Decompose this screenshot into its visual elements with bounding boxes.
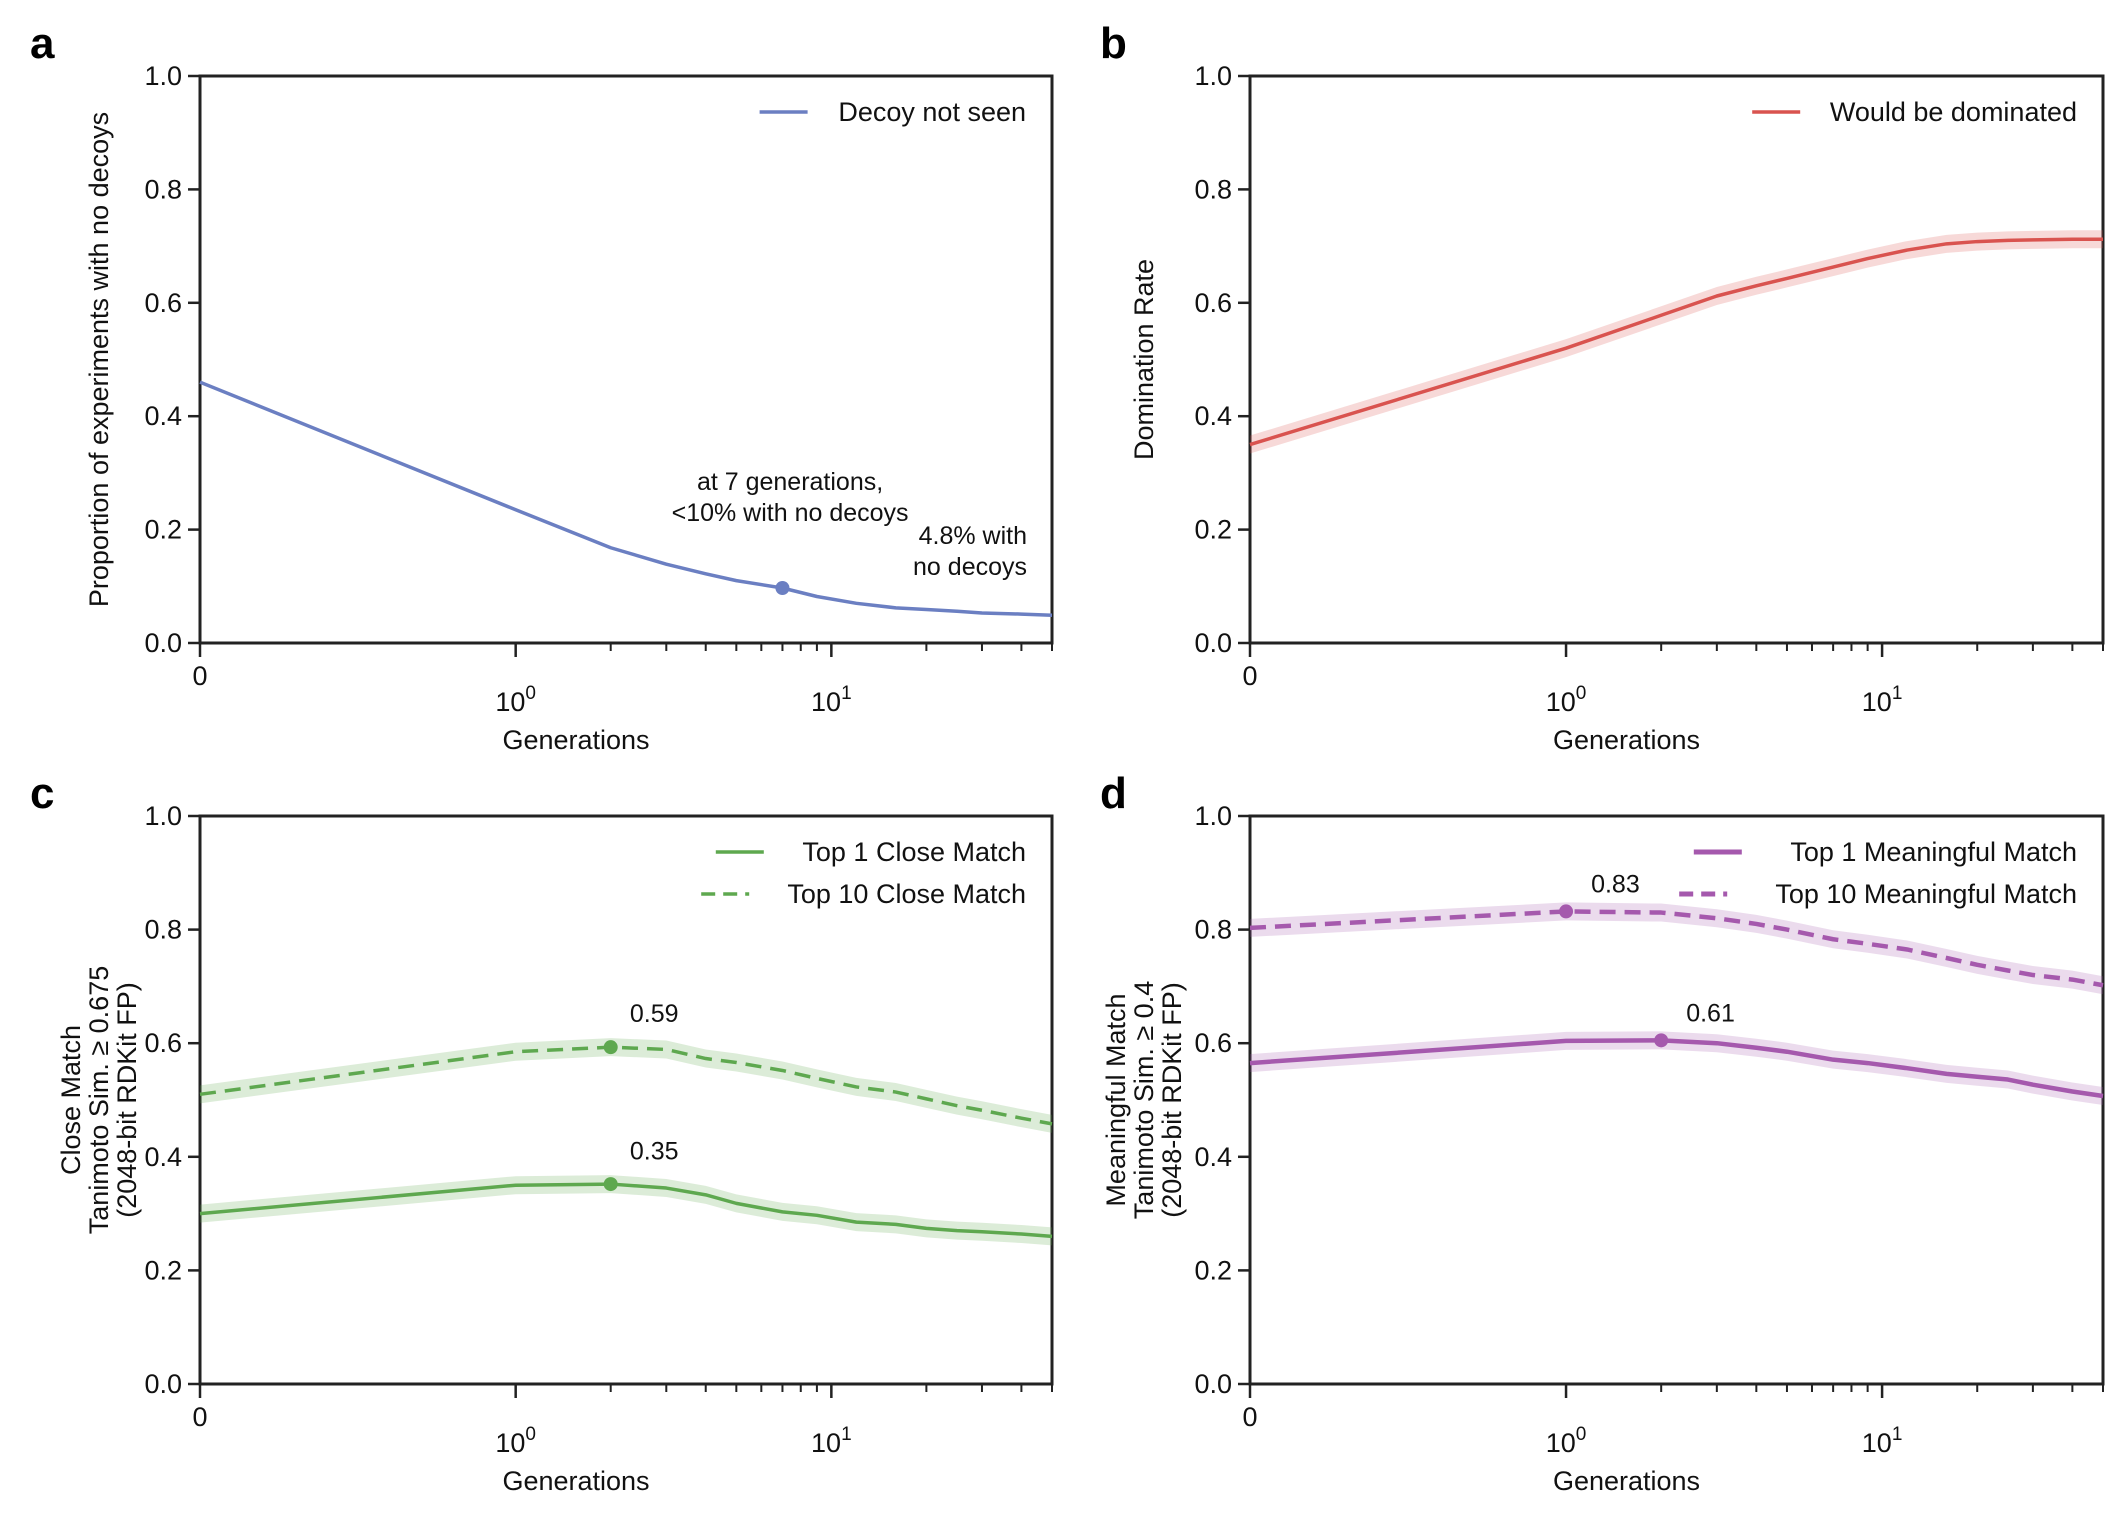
panel-d-legend-label: Top 10 Meaningful Match xyxy=(1775,879,2077,909)
panel-a-ylabel: Proportion of experiments with no decoys xyxy=(84,112,114,607)
panel-a-axes-frame xyxy=(198,74,1054,645)
panel-b-ytick-label: 0.0 xyxy=(1194,628,1232,658)
panel-a-ytick-label: 1.0 xyxy=(144,61,182,91)
panel-letter-c: c xyxy=(30,769,54,818)
panel-d-ytick-label: 0.8 xyxy=(1194,915,1232,945)
panel-d-series-line-0 xyxy=(1249,1038,2104,1099)
panel-a-annotation: no decoys xyxy=(913,553,1027,581)
chart-panel-b: 0.0 0.2 0.4 0.6 0.8 1.0 0 100 101 Generations Domi… xyxy=(1129,61,2105,755)
panel-c-series-band-1 xyxy=(200,1038,1052,1133)
panel-c-xtick-label: 100 xyxy=(495,1424,536,1458)
panel-a-xtick-label: 0 xyxy=(192,661,207,691)
panel-c-ylabel: Close MatchTanimoto Sim. ≥ 0.675(2048-bi… xyxy=(56,966,142,1234)
panel-a-ytick-label: 0.4 xyxy=(144,401,182,431)
panel-d-legend-label: Top 1 Meaningful Match xyxy=(1790,837,2077,867)
panel-d-ylabel: Meaningful MatchTanimoto Sim. ≥ 0.4(2048… xyxy=(1101,981,1187,1219)
panel-a-annotation: 4.8% with xyxy=(919,522,1027,550)
panel-d-xtick-label: 101 xyxy=(1862,1424,1903,1458)
panel-b-ytick-label: 0.6 xyxy=(1194,288,1232,318)
panel-letter-a: a xyxy=(30,19,55,68)
panel-letter-b: b xyxy=(1100,19,1127,68)
panel-d-ytick-label: 1.0 xyxy=(1194,801,1232,831)
panel-b-ytick-label: 1.0 xyxy=(1194,61,1232,91)
panel-a-xtick-label: 101 xyxy=(811,683,852,717)
panel-d-ytick-label: 0.4 xyxy=(1194,1142,1232,1172)
panel-d-highlight-point xyxy=(1654,1033,1669,1048)
panel-a-series-line-0 xyxy=(199,380,1053,617)
panel-c-ytick-label: 0.8 xyxy=(144,915,182,945)
panel-c-series-line-1 xyxy=(199,1045,1053,1126)
panel-b-xlabel: Generations xyxy=(1553,725,1700,755)
panel-a-ytick-label: 0.6 xyxy=(144,288,182,318)
panel-b-series-band-0 xyxy=(1250,230,2103,454)
panel-d-xtick-label: 0 xyxy=(1242,1402,1257,1432)
panel-d-ytick-label: 0.6 xyxy=(1194,1028,1232,1058)
panel-c-ytick-label: 0.4 xyxy=(144,1142,182,1172)
panel-c-annotation: 0.35 xyxy=(630,1138,679,1166)
panel-b-ytick-label: 0.4 xyxy=(1194,401,1232,431)
panel-c-ytick-label: 0.2 xyxy=(144,1255,182,1285)
panel-c-legend-label: Top 1 Close Match xyxy=(802,837,1026,867)
panel-a-xtick-label: 100 xyxy=(495,683,536,717)
panel-d-highlight-point xyxy=(1559,904,1574,919)
panel-d-annotation: 0.61 xyxy=(1686,1000,1735,1028)
panel-a-ytick-label: 0.8 xyxy=(144,174,182,204)
panel-c-series-band-0 xyxy=(200,1175,1052,1246)
panel-d-series-band-1 xyxy=(1250,902,2103,995)
chart-panel-a: 0.0 0.2 0.4 0.6 0.8 1.0 0 100 101 Generations Prop… xyxy=(84,61,1054,755)
panel-c-highlight-point xyxy=(603,1177,618,1192)
panel-c-ytick-label: 0.0 xyxy=(144,1369,182,1399)
chart-panel-c: 0.0 0.2 0.4 0.6 0.8 1.0 0 100 101 Generations Clos… xyxy=(56,801,1054,1496)
panel-a-xlabel: Generations xyxy=(502,725,649,755)
panel-a-ytick-label: 0.0 xyxy=(144,628,182,658)
panel-c-ytick-label: 1.0 xyxy=(144,801,182,831)
panel-b-xtick-label: 0 xyxy=(1242,661,1257,691)
panel-a-annotation: at 7 generations, xyxy=(697,468,883,496)
panel-c-legend-label: Top 10 Close Match xyxy=(787,879,1026,909)
panel-a-ytick-label: 0.2 xyxy=(144,515,182,545)
panel-d-ytick-label: 0.2 xyxy=(1194,1255,1232,1285)
panel-b-xtick-label: 101 xyxy=(1862,683,1903,717)
panel-c-axes-frame xyxy=(198,814,1054,1386)
panel-letter-d: d xyxy=(1100,769,1127,818)
panel-d-xlabel: Generations xyxy=(1553,1466,1700,1496)
panel-b-ytick-label: 0.2 xyxy=(1194,515,1232,545)
panel-c-highlight-point xyxy=(603,1040,618,1055)
panel-b-ytick-label: 0.8 xyxy=(1194,174,1232,204)
panel-c-series-line-0 xyxy=(199,1182,1053,1239)
panel-d-axes-frame xyxy=(1248,814,2105,1386)
panel-a-annotation: <10% with no decoys xyxy=(672,499,909,527)
panel-a-legend-label: Decoy not seen xyxy=(838,97,1026,127)
panel-d-ytick-label: 0.0 xyxy=(1194,1369,1232,1399)
panel-b-legend-label: Would be dominated xyxy=(1830,97,2077,127)
panel-d-series-line-1 xyxy=(1249,909,2104,988)
panel-b-series-line-0 xyxy=(1249,237,2103,447)
panel-d-xtick-label: 100 xyxy=(1546,1424,1587,1458)
panel-d-annotation: 0.83 xyxy=(1591,871,1640,899)
panel-c-xtick-label: 0 xyxy=(192,1402,207,1432)
panel-b-axes-frame xyxy=(1248,74,2105,645)
panel-a-highlight-point xyxy=(775,581,790,596)
panel-c-xtick-label: 101 xyxy=(811,1424,852,1458)
chart-panel-d: 0.0 0.2 0.4 0.6 0.8 1.0 0 100 101 Generations Mean… xyxy=(1101,801,2105,1496)
panel-c-xlabel: Generations xyxy=(502,1466,649,1496)
panel-c-ytick-label: 0.6 xyxy=(144,1028,182,1058)
panel-b-xtick-label: 100 xyxy=(1546,683,1587,717)
panel-b-ylabel: Domination Rate xyxy=(1129,259,1159,460)
panel-c-annotation: 0.59 xyxy=(630,1000,679,1028)
